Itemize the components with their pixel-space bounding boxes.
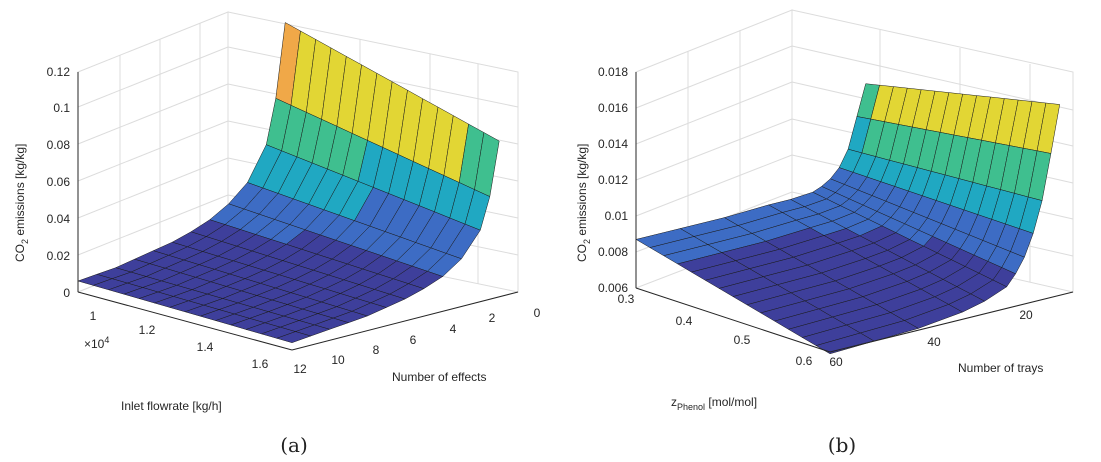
tick-label: 1	[90, 309, 97, 323]
panel-a-surface	[77, 22, 500, 343]
panel-b-z-label: CO2 emissions [kg/kg]	[575, 144, 592, 262]
panel-a-x-ticks: 1 1.2 1.4 1.6 ×104	[84, 309, 269, 371]
tick-label: 1.2	[139, 323, 156, 337]
tick-label: 10	[331, 353, 345, 367]
panel-a-z-ticks: 0 0.02 0.04 0.06 0.08 0.1 0.12	[47, 65, 71, 300]
tick-label: 0.02	[47, 249, 71, 263]
tick-label: 0.06	[47, 175, 71, 189]
panel-b-y-axis	[829, 291, 1074, 353]
tick-label: 60	[829, 355, 843, 369]
tick-label: 0.014	[598, 137, 628, 151]
tick-label: 0.012	[598, 173, 628, 187]
panel-b-x-label: zPhenol [mol/mol]	[671, 395, 757, 412]
panel-a-z-label: CO2 emissions [kg/kg]	[13, 144, 30, 262]
panel-b-x-axis	[635, 287, 831, 353]
tick-label: 0	[534, 306, 541, 320]
tick-label: 12	[293, 362, 307, 376]
tick-label: 0.016	[598, 101, 628, 115]
tick-label: 0.04	[47, 212, 71, 226]
panel-b-y-ticks: 60 40 20	[829, 308, 1033, 369]
tick-label: 0.4	[676, 314, 693, 328]
tick-label: 0.08	[47, 138, 71, 152]
tick-label: 0	[63, 286, 70, 300]
panel-a-y-ticks: 12 10 8 6 4 2 0	[293, 306, 540, 376]
tick-label: 8	[373, 343, 380, 357]
panel-a-caption: (a)	[280, 433, 308, 457]
surface-patch	[275, 331, 312, 343]
tick-label: 0.006	[598, 281, 628, 295]
tick-label: 0.01	[605, 209, 629, 223]
panel-b: 0.006 0.008 0.01 0.012 0.014 0.016 0.018…	[575, 9, 1074, 457]
tick-label: 0.008	[598, 245, 628, 259]
tick-label: 40	[927, 335, 941, 349]
tick-label: 4	[450, 322, 457, 336]
panel-a-x-axis	[77, 291, 293, 351]
tick-label: 0.1	[53, 101, 70, 115]
panel-b-y-label: Number of trays	[958, 361, 1043, 375]
panel-b-z-ticks: 0.006 0.008 0.01 0.012 0.014 0.016 0.018	[598, 65, 628, 295]
tick-label: 0.3	[618, 292, 635, 306]
tick-label: 0.6	[796, 354, 813, 368]
surface-patch	[815, 332, 875, 355]
x-exponent: ×104	[84, 335, 109, 351]
tick-label: 0.12	[47, 65, 71, 79]
tick-label: 20	[1019, 308, 1033, 322]
tick-label: 1.4	[197, 340, 214, 354]
panel-a-x-label: Inlet flowrate [kg/h]	[121, 399, 222, 413]
panel-b-caption: (b)	[828, 433, 856, 457]
tick-label: 6	[410, 333, 417, 347]
panel-a-y-axis	[291, 291, 519, 351]
panel-a: 0 0.02 0.04 0.06 0.08 0.1 0.12 1 1.2 1.4…	[13, 11, 541, 457]
tick-label: 0.5	[734, 333, 751, 347]
tick-label: 0.018	[598, 65, 628, 79]
panel-b-surface	[635, 83, 1060, 355]
panel-a-y-label: Number of effects	[392, 370, 487, 384]
panel-b-x-ticks: 0.3 0.4 0.5 0.6	[618, 292, 813, 368]
tick-label: 1.6	[252, 357, 269, 371]
tick-label: 2	[489, 311, 496, 325]
